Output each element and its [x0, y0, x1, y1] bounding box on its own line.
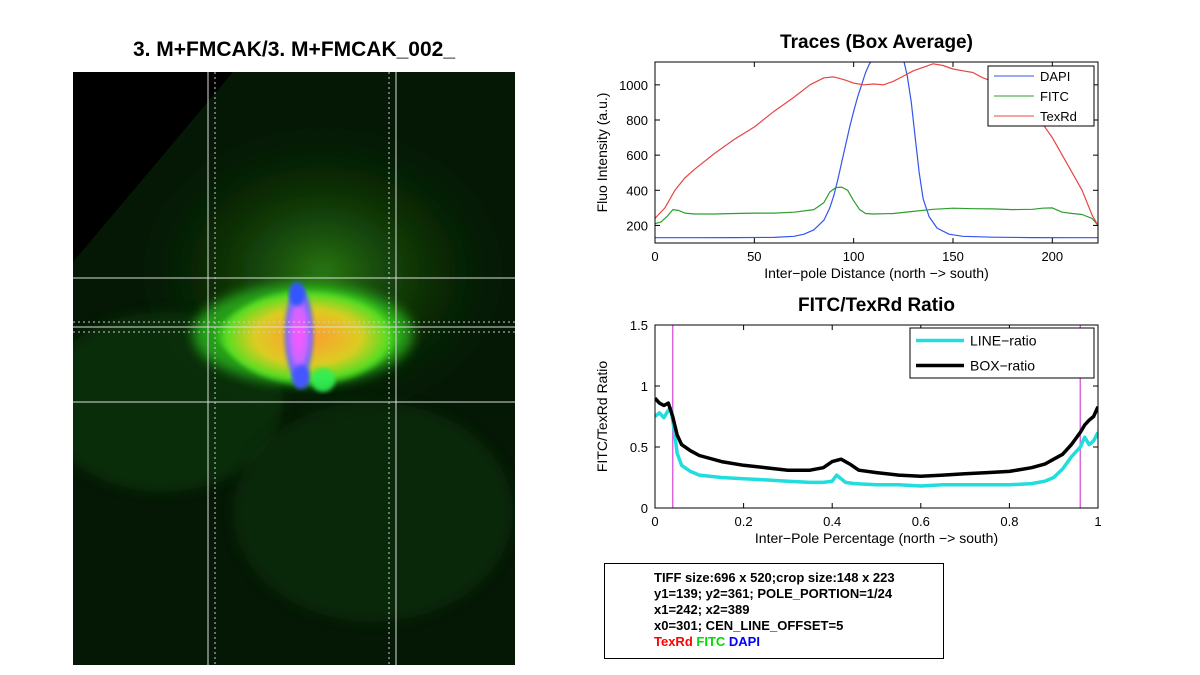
channel-texrd: TexRd	[654, 634, 693, 649]
info-line: y1=139; y2=361; POLE_PORTION=1/24	[654, 586, 893, 601]
chart-title: Traces (Box Average)	[780, 32, 973, 53]
legend-label: BOX−ratio	[970, 358, 1035, 374]
series-line-line-ratio	[655, 406, 1098, 488]
x-tick-label: 0.8	[1000, 514, 1018, 529]
plot-frame	[654, 324, 1099, 509]
info-line: x0=301; CEN_LINE_OFFSET=5	[654, 618, 844, 633]
x-tick-label: 0	[651, 514, 658, 529]
y-tick-label: 1.5	[630, 318, 648, 333]
channel-legend: TexRd FITC DAPI	[654, 634, 943, 650]
plot-frame	[654, 61, 1099, 244]
chart-title: FITC/TexRd Ratio	[798, 295, 955, 316]
y-axis-label: FITC/TexRd Ratio	[594, 361, 610, 472]
legend-box	[909, 327, 1095, 379]
x-tick-label: 1	[1094, 514, 1101, 529]
y-tick-label: 600	[626, 148, 648, 163]
y-tick-label: 1	[641, 379, 648, 394]
y-tick-label: 0.5	[630, 440, 648, 455]
x-axis-label: Inter−pole Distance (north −> south)	[764, 265, 989, 281]
legend-label: FITC	[1040, 89, 1069, 104]
series-line-dapi	[655, 62, 1098, 239]
legend-label: TexRd	[1040, 109, 1077, 124]
y-tick-label: 400	[626, 183, 648, 198]
x-axis-label: Inter−Pole Percentage (north −> south)	[755, 530, 998, 546]
legend-label: LINE−ratio	[970, 333, 1037, 349]
image-title: 3. M+FMCAK/3. M+FMCAK_002_	[132, 38, 456, 61]
info-line: x1=242; x2=389	[654, 602, 750, 617]
legend-label: DAPI	[1040, 69, 1070, 84]
x-tick-label: 150	[942, 249, 964, 264]
y-axis-label: Fluo Intensity (a.u.)	[594, 93, 610, 213]
x-tick-label: 50	[747, 249, 761, 264]
y-tick-label: 200	[626, 218, 648, 233]
y-tick-label: 0	[641, 501, 648, 516]
y-tick-label: 1000	[619, 78, 648, 93]
y-tick-label: 800	[626, 113, 648, 128]
channel-dapi: DAPI	[728, 634, 760, 649]
x-tick-label: 100	[843, 249, 865, 264]
channel-fitc: FITC	[696, 634, 726, 649]
info-line: TIFF size:696 x 520;crop size:148 x 223	[654, 570, 895, 585]
microscopy-image	[73, 72, 515, 665]
x-tick-label: 0.2	[735, 514, 753, 529]
x-tick-label: 200	[1041, 249, 1063, 264]
series-line-box-ratio	[655, 397, 1098, 479]
x-tick-label: 0.6	[912, 514, 930, 529]
x-tick-label: 0	[651, 249, 658, 264]
series-line-fitc	[655, 186, 1098, 226]
parameter-info-box: TIFF size:696 x 520;crop size:148 x 223 …	[604, 563, 944, 659]
x-tick-label: 0.4	[823, 514, 841, 529]
